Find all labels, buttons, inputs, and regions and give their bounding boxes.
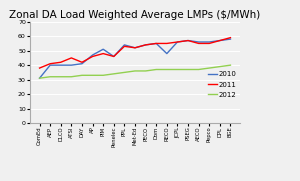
- 2012: [48, 76, 52, 78]
- 2011: [186, 39, 190, 42]
- 2012: [70, 76, 73, 78]
- 2010: [154, 42, 158, 45]
- 2010: [59, 64, 63, 66]
- 2012: [133, 70, 137, 72]
- Line: 2010: 2010: [40, 39, 230, 78]
- 2012: [218, 66, 222, 68]
- 2011: [229, 37, 232, 39]
- 2012: [123, 71, 126, 73]
- 2010: [91, 54, 94, 56]
- 2011: [218, 39, 222, 42]
- 2010: [207, 41, 211, 43]
- 2010: [176, 41, 179, 43]
- 2011: [165, 42, 169, 45]
- 2011: [176, 41, 179, 43]
- 2012: [186, 68, 190, 71]
- 2011: [123, 45, 126, 47]
- 2010: [186, 39, 190, 42]
- 2010: [80, 63, 84, 65]
- 2010: [101, 48, 105, 50]
- 2012: [154, 68, 158, 71]
- 2011: [197, 42, 200, 45]
- 2012: [112, 73, 116, 75]
- 2012: [176, 68, 179, 71]
- 2010: [123, 44, 126, 46]
- 2011: [207, 42, 211, 45]
- 2011: [59, 61, 63, 63]
- 2010: [48, 64, 52, 66]
- 2011: [80, 61, 84, 63]
- 2012: [101, 74, 105, 76]
- 2010: [229, 38, 232, 40]
- 2010: [218, 39, 222, 42]
- 2011: [101, 52, 105, 55]
- 2010: [144, 44, 147, 46]
- 2012: [165, 68, 169, 71]
- 2010: [112, 55, 116, 58]
- 2010: [165, 52, 169, 55]
- 2011: [38, 67, 41, 69]
- 2012: [38, 77, 41, 79]
- Legend: 2010, 2011, 2012: 2010, 2011, 2012: [208, 71, 236, 98]
- 2011: [144, 44, 147, 46]
- 2012: [91, 74, 94, 76]
- 2012: [80, 74, 84, 76]
- Line: 2011: 2011: [40, 38, 230, 68]
- 2010: [133, 47, 137, 49]
- 2011: [70, 57, 73, 59]
- 2012: [59, 76, 63, 78]
- 2011: [154, 42, 158, 45]
- 2012: [197, 68, 200, 71]
- 2011: [48, 63, 52, 65]
- 2011: [133, 47, 137, 49]
- 2010: [197, 41, 200, 43]
- 2011: [91, 55, 94, 58]
- 2012: [207, 67, 211, 69]
- Title: Zonal DA Load Weighted Average LMPs ($/MWh): Zonal DA Load Weighted Average LMPs ($/M…: [9, 10, 261, 20]
- 2010: [70, 64, 73, 66]
- 2011: [112, 55, 116, 58]
- 2010: [38, 77, 41, 79]
- Line: 2012: 2012: [40, 65, 230, 78]
- 2012: [144, 70, 147, 72]
- 2012: [229, 64, 232, 66]
